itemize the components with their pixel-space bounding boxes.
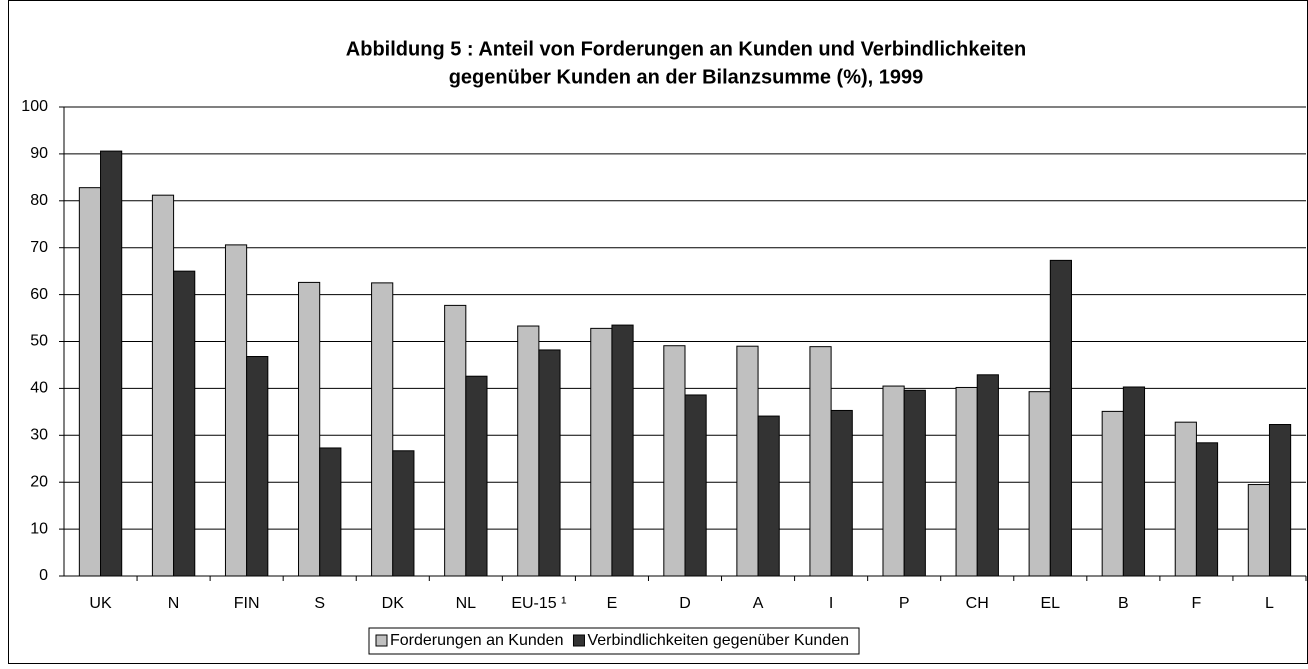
y-tick-label: 10 <box>30 520 48 537</box>
bar <box>319 447 342 577</box>
bar <box>173 270 196 577</box>
x-tick-label: N <box>168 595 180 612</box>
x-tick-label: DK <box>382 595 405 612</box>
y-tick-label: 100 <box>21 98 48 115</box>
y-tick-label: 70 <box>30 239 48 256</box>
bar <box>1247 484 1270 577</box>
chart-title: gegenüber Kunden an der Bilanzsumme (%),… <box>449 66 924 88</box>
bar <box>1195 442 1219 577</box>
bar <box>224 244 248 577</box>
bar <box>684 394 707 577</box>
legend-swatch <box>572 634 585 647</box>
bar <box>392 450 415 577</box>
x-tick-label: L <box>1265 595 1274 612</box>
x-tick-label: P <box>899 595 910 612</box>
x-tick-label: D <box>679 595 691 612</box>
y-tick-label: 30 <box>30 427 48 444</box>
bar <box>1028 391 1051 577</box>
bar <box>1049 259 1072 577</box>
y-tick-label: 60 <box>30 286 48 303</box>
y-tick-label: 80 <box>30 192 48 209</box>
bar <box>830 409 853 577</box>
bar <box>809 346 832 577</box>
bar <box>78 187 102 577</box>
x-tick-label: CH <box>966 595 989 612</box>
x-tick-label: S <box>314 595 325 612</box>
bar <box>100 150 123 577</box>
bar <box>538 349 561 577</box>
x-tick-label: E <box>607 595 618 612</box>
bar <box>246 356 269 577</box>
x-tick-label: B <box>1118 595 1129 612</box>
chart-title: Abbildung 5 : Anteil von Forderungen an … <box>346 38 1026 60</box>
bar <box>903 389 926 577</box>
bar <box>465 375 488 577</box>
y-tick-label: 40 <box>30 380 48 397</box>
x-tick-label: EL <box>1041 595 1061 612</box>
legend-label: Verbindlichkeiten gegenüber Kunden <box>587 632 849 649</box>
x-tick-label: EU-15 ¹ <box>511 595 566 612</box>
bar <box>151 194 175 577</box>
bar <box>663 345 686 577</box>
legend-label: Forderungen an Kunden <box>390 632 563 649</box>
bar <box>1174 421 1197 577</box>
bar <box>955 386 978 577</box>
x-tick-label: I <box>829 595 833 612</box>
bar <box>517 325 540 577</box>
bar <box>611 324 634 577</box>
y-tick-label: 90 <box>30 145 48 162</box>
legend-swatch <box>375 634 388 647</box>
bar <box>757 415 780 577</box>
bar <box>882 385 905 577</box>
x-tick-label: F <box>1192 595 1202 612</box>
bar <box>444 304 467 577</box>
bar <box>976 374 999 577</box>
x-tick-label: FIN <box>234 595 260 612</box>
bar <box>298 281 321 577</box>
bar <box>1101 410 1124 577</box>
x-tick-label: UK <box>89 595 112 612</box>
y-tick-label: 50 <box>30 333 48 350</box>
x-tick-label: NL <box>456 595 477 612</box>
y-tick-label: 20 <box>30 473 48 490</box>
bar <box>736 345 759 577</box>
bar <box>590 327 613 577</box>
bar <box>371 282 394 577</box>
bar <box>1122 386 1146 577</box>
bar <box>1268 424 1292 577</box>
y-tick-label: 0 <box>39 567 48 584</box>
legend-box <box>368 627 860 655</box>
x-tick-label: A <box>753 595 764 612</box>
